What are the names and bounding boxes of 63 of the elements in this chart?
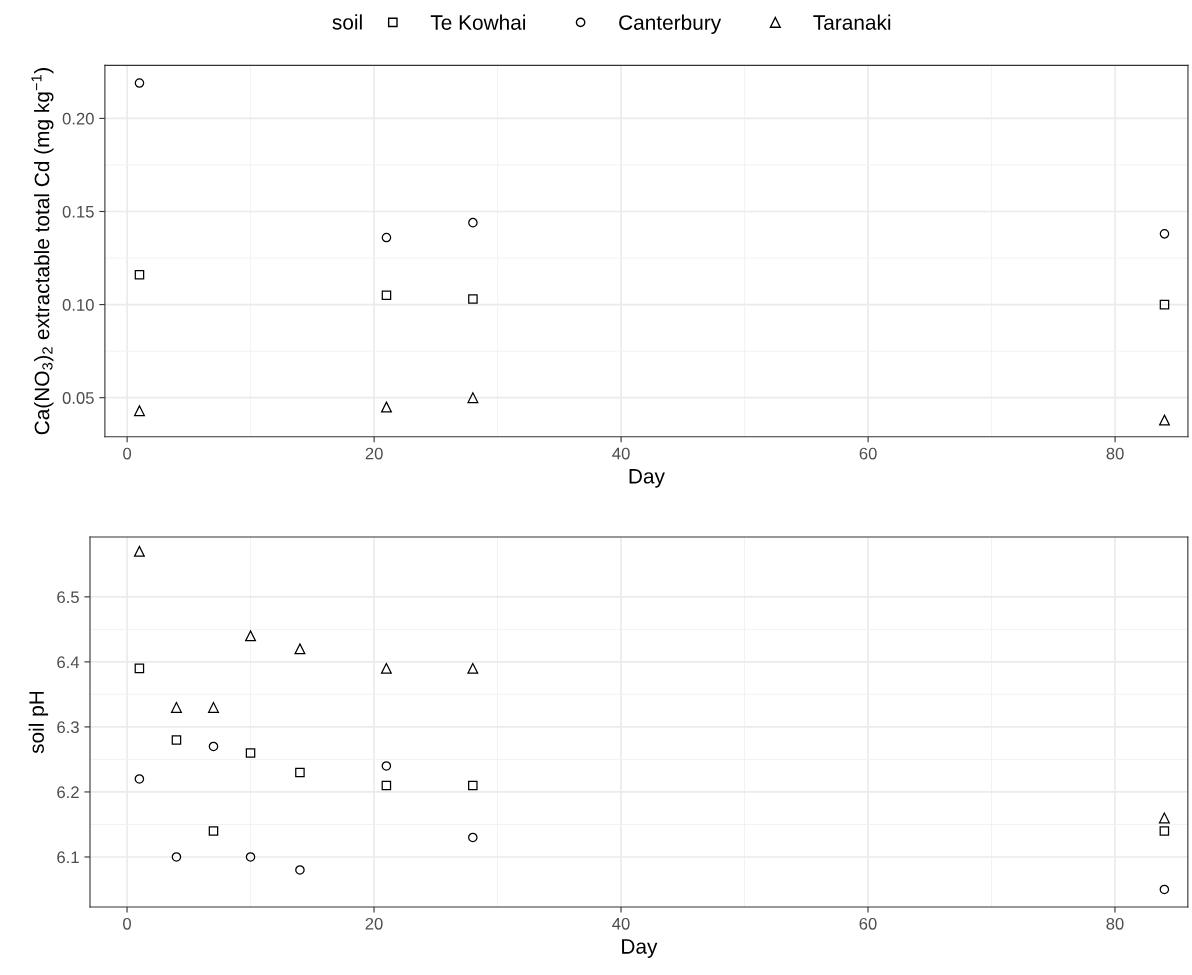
y-axis-title: soil pH	[28, 691, 49, 754]
legend-label: Canterbury	[619, 14, 722, 34]
point	[295, 767, 305, 778]
x-tick-label: 20	[365, 447, 383, 460]
point	[295, 865, 305, 875]
x-tick-label: 0	[123, 447, 132, 460]
point	[134, 270, 145, 280]
point	[1159, 884, 1170, 895]
point	[170, 701, 182, 713]
point	[467, 662, 479, 674]
point	[134, 663, 145, 674]
point	[133, 405, 145, 417]
point	[381, 780, 392, 791]
point	[245, 852, 256, 862]
y-tick-label: 6.4	[57, 656, 80, 669]
x-tick-label: 60	[859, 917, 877, 930]
point	[468, 294, 478, 304]
point	[1158, 414, 1170, 426]
y-tick-label: 0.05	[62, 392, 94, 404]
y-tick-label: 0.20	[62, 112, 94, 125]
point	[134, 78, 145, 88]
x-tick-label: 0	[123, 917, 132, 930]
point	[468, 780, 478, 791]
y-tick-label: 6.3	[57, 721, 79, 734]
point	[1159, 826, 1170, 836]
y-tick-label: 6.1	[57, 851, 79, 864]
point	[245, 630, 257, 642]
x-tick-label: 40	[612, 917, 630, 930]
x-tick-label: 80	[1106, 917, 1124, 930]
point	[245, 748, 256, 758]
point	[467, 392, 479, 404]
x-tick-label: 80	[1106, 447, 1124, 460]
point	[380, 662, 392, 674]
legend-title: soil	[332, 14, 362, 30]
x-tick-label: 60	[859, 447, 877, 460]
legend-label: Te Kowhai	[430, 14, 526, 30]
legend-label: Taranaki	[813, 14, 891, 30]
point	[208, 826, 219, 836]
x-axis-title: Day	[629, 469, 665, 488]
point	[208, 741, 219, 752]
y-tick-label: 6.5	[57, 591, 79, 604]
point	[1159, 229, 1170, 239]
y-tick-label: 0.15	[62, 205, 94, 218]
y-axis-title: Ca(NO$_{3}$)$_{2}$ extractable total Cd (mg kg$^{−1}$)	[31, 68, 54, 435]
point	[381, 232, 392, 243]
point	[294, 643, 306, 655]
point	[171, 852, 182, 862]
point	[133, 545, 145, 557]
point	[381, 290, 392, 301]
point	[134, 774, 145, 784]
x-axis-title: Day	[622, 939, 658, 958]
x-tick-label: 40	[612, 447, 630, 460]
point	[468, 832, 478, 843]
point	[1159, 299, 1170, 310]
point	[380, 401, 392, 413]
point	[468, 217, 478, 228]
point	[381, 761, 392, 771]
point	[208, 701, 219, 713]
y-tick-label: 6.2	[57, 786, 79, 799]
point	[1158, 812, 1170, 824]
x-tick-label: 20	[365, 917, 383, 930]
point	[171, 735, 182, 745]
y-tick-label: 0.10	[62, 299, 94, 311]
